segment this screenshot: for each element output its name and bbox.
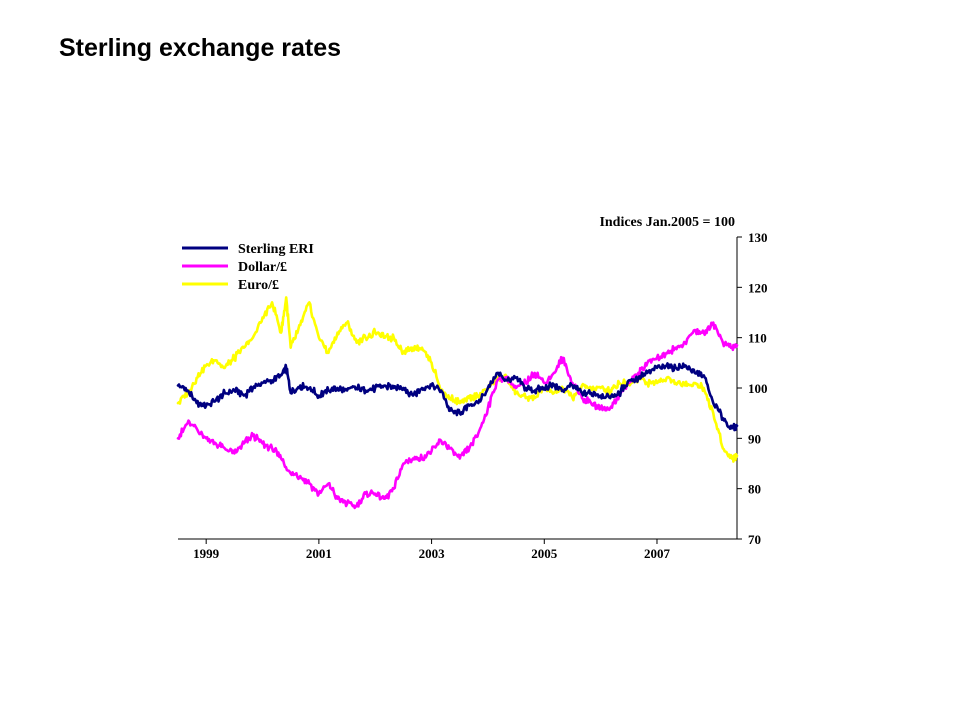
x-tick-label: 1999 bbox=[193, 546, 220, 561]
series-line-2 bbox=[176, 296, 739, 463]
chart-series-lines bbox=[176, 296, 739, 510]
series-line-0 bbox=[176, 362, 739, 432]
slide-title: Sterling exchange rates bbox=[59, 34, 342, 62]
legend-label-1: Dollar/£ bbox=[238, 260, 287, 275]
legend-label-0: Sterling ERI bbox=[238, 242, 314, 257]
y-tick-label: 100 bbox=[748, 381, 768, 396]
y-tick-label: 90 bbox=[748, 431, 761, 446]
chart-legend: Sterling ERI Dollar/£ Euro/£ bbox=[182, 242, 314, 293]
y-axis-unit-label: Indices Jan.2005 = 100 bbox=[599, 215, 735, 230]
y-tick-label: 130 bbox=[748, 230, 768, 245]
series-line-1 bbox=[176, 321, 739, 510]
x-tick-label: 2001 bbox=[306, 546, 332, 561]
x-tick-label: 2007 bbox=[644, 546, 671, 561]
legend-label-2: Euro/£ bbox=[238, 278, 279, 293]
y-tick-label: 80 bbox=[748, 482, 761, 497]
chart-axes: 130 120 110 100 90 80 70 1999 2001 2003 2005 2007 In… bbox=[178, 215, 768, 561]
x-tick-label: 2005 bbox=[531, 546, 558, 561]
y-tick-label: 110 bbox=[748, 331, 767, 346]
y-tick-label: 120 bbox=[748, 280, 768, 295]
y-tick-label: 70 bbox=[748, 532, 761, 547]
x-tick-label: 2003 bbox=[419, 546, 446, 561]
